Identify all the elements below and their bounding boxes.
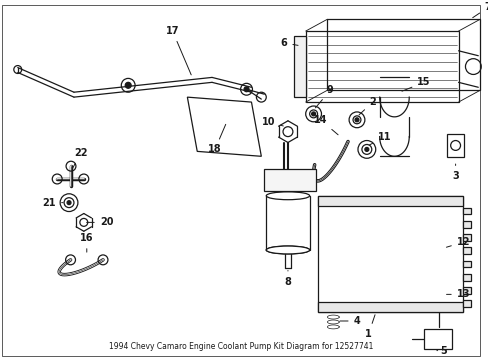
- Text: 12: 12: [446, 237, 469, 247]
- Bar: [423, 329, 451, 348]
- Bar: [264, 169, 315, 191]
- Bar: [463, 221, 470, 228]
- Text: 8: 8: [284, 270, 291, 287]
- Text: 22: 22: [72, 148, 87, 169]
- Text: 16: 16: [80, 233, 93, 252]
- Text: 20: 20: [86, 217, 113, 228]
- Bar: [463, 261, 470, 267]
- Bar: [317, 302, 463, 312]
- Text: 1: 1: [365, 315, 374, 339]
- Text: 11: 11: [368, 132, 390, 145]
- Text: 19: 19: [0, 359, 1, 360]
- Bar: [463, 274, 470, 281]
- Bar: [463, 247, 470, 254]
- Circle shape: [125, 82, 131, 88]
- Text: 3: 3: [451, 164, 458, 181]
- Bar: [463, 287, 470, 294]
- Bar: [463, 234, 470, 241]
- Text: 5: 5: [436, 346, 446, 356]
- Circle shape: [67, 201, 71, 204]
- Bar: [463, 208, 470, 215]
- Text: 18: 18: [208, 124, 225, 154]
- Text: 17: 17: [165, 26, 191, 75]
- Text: 21: 21: [42, 198, 63, 208]
- Circle shape: [354, 118, 358, 122]
- Text: 14: 14: [313, 115, 337, 135]
- Text: 10: 10: [261, 117, 283, 127]
- Text: 6: 6: [280, 38, 297, 48]
- Circle shape: [364, 148, 368, 151]
- Circle shape: [244, 87, 248, 92]
- Text: 13: 13: [446, 289, 469, 300]
- Text: 2: 2: [358, 97, 375, 115]
- Bar: [463, 300, 470, 307]
- Text: 7: 7: [472, 3, 488, 18]
- Text: 9: 9: [315, 85, 333, 108]
- Bar: [446, 134, 464, 157]
- Text: 1994 Chevy Camaro Engine Coolant Pump Kit Diagram for 12527741: 1994 Chevy Camaro Engine Coolant Pump Ki…: [109, 342, 372, 351]
- Ellipse shape: [266, 246, 309, 254]
- Text: 4: 4: [339, 316, 360, 326]
- Circle shape: [311, 112, 315, 116]
- Text: 15: 15: [401, 77, 430, 91]
- Bar: [293, 36, 305, 97]
- Bar: [317, 196, 463, 206]
- Bar: [317, 196, 463, 312]
